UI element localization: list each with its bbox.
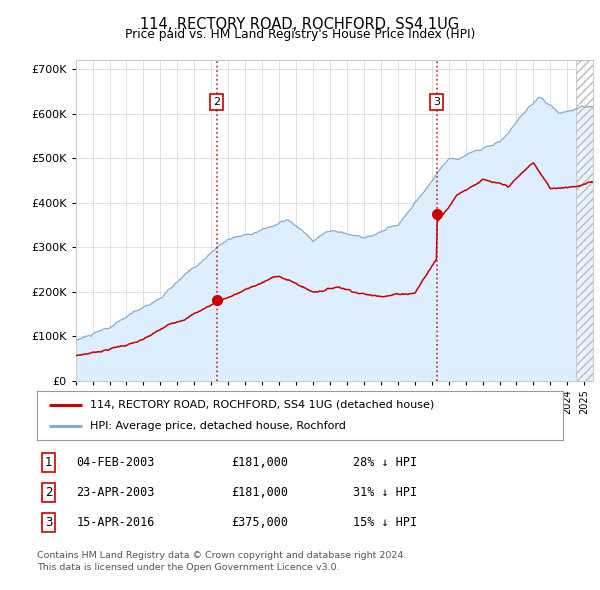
Text: £181,000: £181,000 bbox=[232, 455, 289, 468]
Text: 04-FEB-2003: 04-FEB-2003 bbox=[77, 455, 155, 468]
Text: HPI: Average price, detached house, Rochford: HPI: Average price, detached house, Roch… bbox=[90, 421, 346, 431]
Text: 1: 1 bbox=[45, 455, 53, 468]
Text: 15-APR-2016: 15-APR-2016 bbox=[77, 516, 155, 529]
Text: 23-APR-2003: 23-APR-2003 bbox=[77, 486, 155, 499]
Text: 114, RECTORY ROAD, ROCHFORD, SS4 1UG: 114, RECTORY ROAD, ROCHFORD, SS4 1UG bbox=[140, 17, 460, 31]
Text: 15% ↓ HPI: 15% ↓ HPI bbox=[353, 516, 416, 529]
Text: 28% ↓ HPI: 28% ↓ HPI bbox=[353, 455, 416, 468]
Text: £181,000: £181,000 bbox=[232, 486, 289, 499]
Text: Price paid vs. HM Land Registry's House Price Index (HPI): Price paid vs. HM Land Registry's House … bbox=[125, 28, 475, 41]
Text: 114, RECTORY ROAD, ROCHFORD, SS4 1UG (detached house): 114, RECTORY ROAD, ROCHFORD, SS4 1UG (de… bbox=[90, 400, 434, 410]
Text: 31% ↓ HPI: 31% ↓ HPI bbox=[353, 486, 416, 499]
Text: This data is licensed under the Open Government Licence v3.0.: This data is licensed under the Open Gov… bbox=[37, 563, 340, 572]
Text: 2: 2 bbox=[45, 486, 53, 499]
Text: 3: 3 bbox=[433, 97, 440, 107]
Text: 3: 3 bbox=[45, 516, 52, 529]
Text: £375,000: £375,000 bbox=[232, 516, 289, 529]
Text: 2: 2 bbox=[213, 97, 220, 107]
Text: Contains HM Land Registry data © Crown copyright and database right 2024.: Contains HM Land Registry data © Crown c… bbox=[37, 552, 407, 560]
